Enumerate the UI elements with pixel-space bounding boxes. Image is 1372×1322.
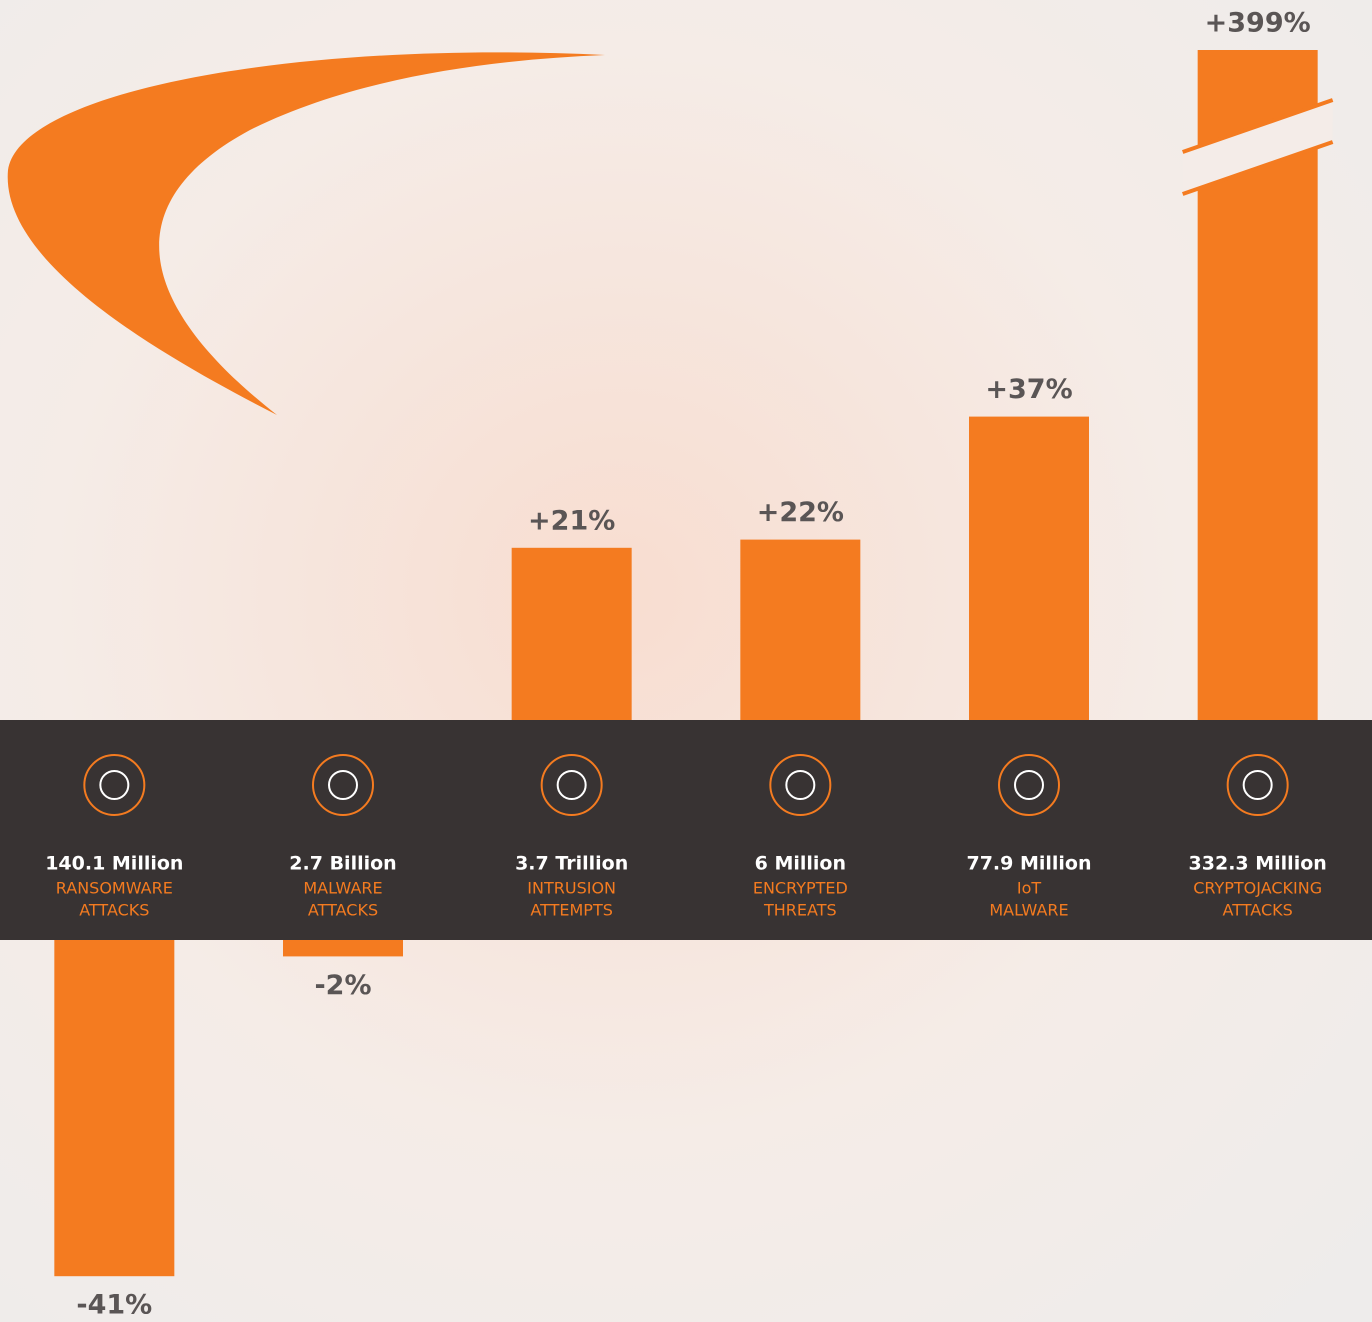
category-amount: 140.1 Million bbox=[45, 853, 183, 875]
value-label: -2% bbox=[314, 970, 371, 1001]
category-label: ATTACKS bbox=[79, 901, 149, 920]
category-amount: 332.3 Million bbox=[1189, 853, 1327, 875]
category-amount: 77.9 Million bbox=[966, 853, 1091, 875]
category-label: MALWARE bbox=[303, 879, 382, 898]
bar bbox=[969, 417, 1089, 720]
value-label: -41% bbox=[76, 1290, 152, 1321]
bar bbox=[54, 940, 174, 1276]
category-label: ENCRYPTED bbox=[753, 879, 848, 898]
category-label: RANSOMWARE bbox=[56, 879, 173, 898]
category-label: THREATS bbox=[763, 901, 837, 920]
category-label: CRYPTOJACKING bbox=[1193, 879, 1322, 898]
bar bbox=[512, 548, 632, 720]
category-amount: 2.7 Billion bbox=[289, 853, 396, 875]
background bbox=[0, 0, 1372, 1322]
category-label: IoT bbox=[1017, 879, 1042, 898]
bar bbox=[283, 940, 403, 956]
category-label: INTRUSION bbox=[527, 879, 616, 898]
dark-band bbox=[0, 720, 1372, 940]
category-label: ATTEMPTS bbox=[530, 901, 612, 920]
bar bbox=[740, 540, 860, 720]
value-label: +399% bbox=[1205, 8, 1311, 39]
value-label: +37% bbox=[985, 374, 1072, 405]
category-label: ATTACKS bbox=[1223, 901, 1293, 920]
value-label: +21% bbox=[528, 505, 615, 536]
category-label: MALWARE bbox=[989, 901, 1068, 920]
category-amount: 3.7 Trillion bbox=[515, 853, 628, 875]
value-label: +22% bbox=[757, 497, 844, 528]
category-amount: 6 Million bbox=[755, 853, 846, 875]
category-label: ATTACKS bbox=[308, 901, 378, 920]
chart: 140.1 Million RANSOMWARE ATTACKS -41% 2.7 Bi… bbox=[0, 0, 1372, 1322]
